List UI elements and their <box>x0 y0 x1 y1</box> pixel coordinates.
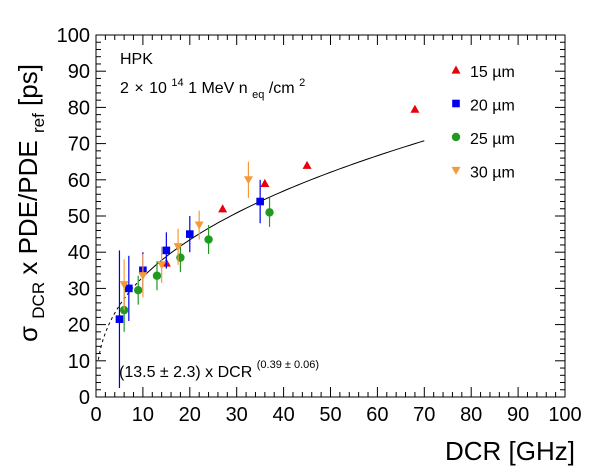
data-points <box>115 104 420 388</box>
data-point <box>260 178 270 188</box>
x-tick-label: 40 <box>272 404 294 426</box>
vendor-label: HPK <box>120 51 153 68</box>
y-tick-label: 100 <box>57 25 90 47</box>
data-point <box>204 235 213 244</box>
legend-label: 15 µm <box>470 64 515 81</box>
x-tick-label: 50 <box>319 404 341 426</box>
data-point <box>218 204 228 213</box>
data-point <box>119 281 129 290</box>
fit-label: (13.5 ± 2.3) x DCR (0.39 ± 0.06) <box>119 359 319 381</box>
legend-marker <box>452 99 460 108</box>
x-tick-label: 70 <box>413 404 435 426</box>
data-point <box>125 284 133 293</box>
y-tick-label: 60 <box>68 170 90 192</box>
data-point <box>186 230 194 238</box>
y-tick-label: 0 <box>79 387 90 409</box>
series-circle <box>119 197 274 332</box>
data-point <box>265 208 274 217</box>
y-tick-label: 10 <box>68 351 90 373</box>
data-point <box>138 272 148 281</box>
x-axis-label: DCR [GHz] <box>445 436 575 466</box>
series-triangle-down <box>119 161 253 311</box>
legend-marker <box>451 65 461 74</box>
data-point <box>134 286 143 295</box>
data-point <box>157 261 167 270</box>
data-point <box>194 221 204 230</box>
y-tick-label: 90 <box>68 61 90 83</box>
fit-curve <box>97 140 425 360</box>
data-point <box>162 246 171 255</box>
legend-label: 30 µm <box>470 165 515 182</box>
legend-label: 20 µm <box>470 98 515 115</box>
legend-label: 25 µm <box>470 131 515 148</box>
data-point <box>243 176 253 185</box>
fit-curve-solid <box>142 140 425 278</box>
y-tick-label: 20 <box>68 315 90 337</box>
y-axis-label: σ DCR x PDE/PDE ref [ps] <box>13 64 50 342</box>
y-tick-label: 40 <box>68 242 90 264</box>
axes: 0 10 20 30 40 50 60 70 80 90 100 0 10 20 30 40 50 60 70 80 9… <box>57 25 582 426</box>
x-tick-label: 0 <box>90 404 101 426</box>
x-tick-label: 60 <box>366 404 388 426</box>
series-triangle-up <box>161 104 420 269</box>
y-tick-label: 30 <box>68 278 90 300</box>
x-tick-label: 20 <box>179 404 201 426</box>
x-tick-label: 90 <box>507 404 529 426</box>
x-tick-label: 10 <box>132 404 154 426</box>
data-point <box>152 271 162 280</box>
x-tick-label: 30 <box>226 404 248 426</box>
data-point <box>115 315 124 323</box>
legend-marker <box>451 166 461 175</box>
data-point <box>173 243 183 252</box>
legend: 15 µm 20 µm 25 µm 30 µm <box>451 64 515 182</box>
y-tick-label: 50 <box>68 206 90 228</box>
data-point <box>302 160 312 169</box>
y-tick-label: 70 <box>68 134 90 156</box>
fluence-label: 2 × 10 14 1 MeV n eq /cm 2 <box>120 73 305 102</box>
fit-curve-extrapolated <box>97 276 144 360</box>
y-tick-label: 80 <box>68 97 90 119</box>
x-tick-label: 80 <box>460 404 482 426</box>
legend-marker <box>451 132 461 142</box>
x-tick-label: 100 <box>548 404 581 426</box>
data-point <box>256 197 264 206</box>
data-point <box>410 104 420 113</box>
